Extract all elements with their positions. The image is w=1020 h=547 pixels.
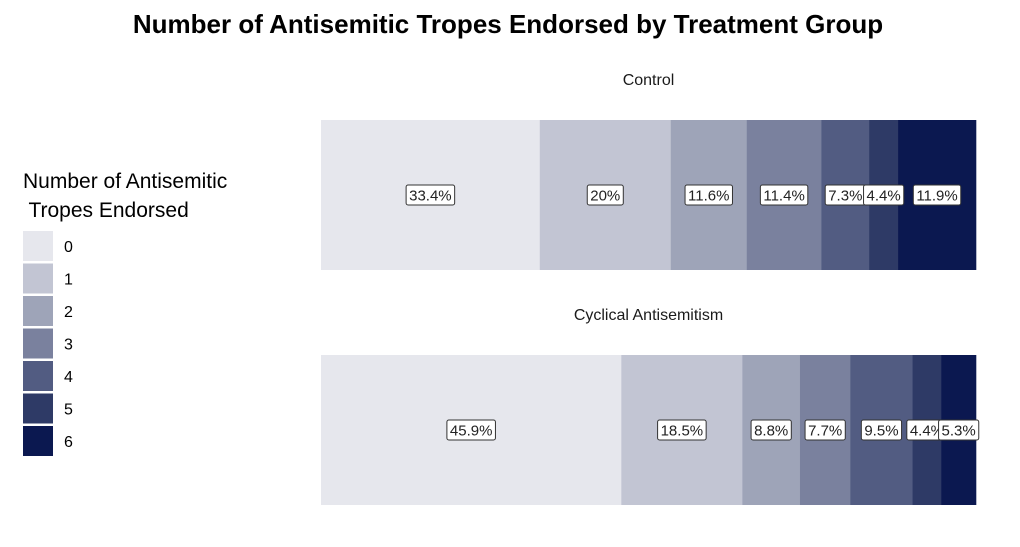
legend-swatch	[23, 231, 53, 261]
legend: Number of Antisemitic Tropes Endorsed 0 1 2…	[23, 170, 227, 456]
data-label-box	[446, 419, 496, 441]
data-label-box	[860, 419, 903, 441]
chart-panels: Control 33.4% 20% 11.6% 11.4% 7.3% 4.4% 11.9% Cy…	[321, 72, 980, 505]
data-label: 8.8%	[750, 419, 792, 441]
data-label-box	[863, 184, 905, 206]
data-label: 11.6%	[684, 184, 733, 206]
data-label: 11.4%	[759, 184, 809, 206]
data-label-text: 5.3%	[942, 423, 976, 440]
legend-key-label: 0	[64, 239, 73, 256]
data-label: 9.5%	[860, 419, 903, 441]
data-label-text: 18.5%	[661, 423, 704, 440]
data-label: 20%	[586, 184, 624, 206]
data-label-text: 11.6%	[688, 188, 729, 205]
data-label-box	[405, 184, 456, 206]
data-label-box	[684, 184, 733, 206]
data-label-box	[657, 419, 707, 441]
legend-key-label: 1	[64, 272, 73, 289]
data-label-text: 33.4%	[409, 188, 452, 205]
data-label-text: 4.4%	[910, 423, 944, 440]
data-label-box	[912, 184, 962, 206]
data-label: 11.9%	[912, 184, 962, 206]
panel: Control 33.4% 20% 11.6% 11.4% 7.3% 4.4% 11.9%	[321, 72, 977, 270]
data-label-box	[938, 419, 980, 441]
data-label-text: 11.4%	[763, 188, 804, 205]
data-label: 7.7%	[804, 419, 846, 441]
legend-title-line: Tropes Endorsed	[23, 199, 189, 222]
panel-title: Control	[623, 72, 675, 89]
data-label: 33.4%	[405, 184, 456, 206]
data-label-box	[750, 419, 792, 441]
panel: Cyclical Antisemitism 45.9% 18.5% 8.8% 7.7% 9…	[321, 307, 980, 505]
legend-swatch	[23, 296, 53, 326]
data-label-box	[804, 419, 846, 441]
data-label: 4.4%	[906, 419, 948, 441]
legend-key-label: 5	[64, 402, 73, 419]
data-label-text: 45.9%	[450, 423, 493, 440]
data-label: 5.3%	[938, 419, 980, 441]
legend-key-label: 6	[64, 434, 73, 451]
legend-key-label: 2	[64, 304, 73, 321]
legend-key-label: 3	[64, 337, 73, 354]
data-label-box	[586, 184, 624, 206]
panel-title: Cyclical Antisemitism	[574, 307, 723, 324]
data-label: 7.3%	[824, 184, 866, 206]
legend-key-label: 4	[64, 369, 73, 386]
data-label-text: 4.4%	[867, 188, 901, 205]
data-label: 18.5%	[657, 419, 707, 441]
data-label-text: 7.3%	[828, 188, 862, 205]
data-label: 45.9%	[446, 419, 496, 441]
chart-title: Number of Antisemitic Tropes Endorsed by…	[133, 9, 883, 39]
data-label-text: 20%	[590, 188, 620, 205]
legend-swatch	[23, 426, 53, 456]
data-label-text: 11.9%	[916, 188, 957, 205]
legend-swatch	[23, 393, 53, 424]
data-label-box	[759, 184, 809, 206]
data-label-text: 8.8%	[754, 423, 788, 440]
legend-swatch	[23, 263, 53, 294]
legend-swatch	[23, 361, 53, 391]
data-label: 4.4%	[863, 184, 905, 206]
legend-swatch	[23, 328, 53, 359]
data-label-text: 9.5%	[864, 423, 898, 440]
legend-title-line: Number of Antisemitic	[23, 170, 227, 193]
data-label-text: 7.7%	[808, 423, 842, 440]
